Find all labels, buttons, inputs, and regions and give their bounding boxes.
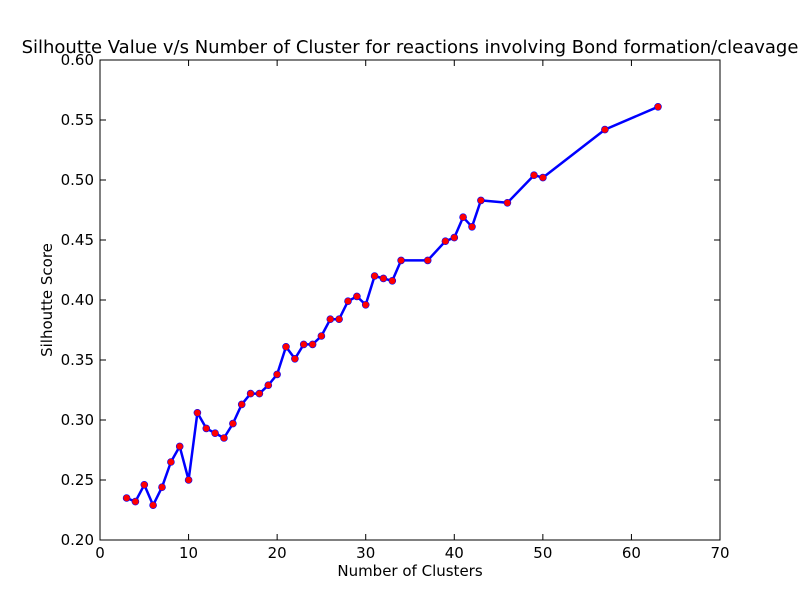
- chart-title: Silhoutte Value v/s Number of Cluster fo…: [22, 37, 799, 58]
- data-point: [317, 332, 326, 340]
- data-point: [459, 213, 467, 221]
- data-point: [149, 501, 157, 510]
- data-point: [264, 381, 273, 390]
- data-point: [423, 256, 432, 265]
- data-point: [388, 276, 397, 285]
- x-tick-label: 60: [622, 544, 641, 562]
- data-point: [441, 237, 450, 245]
- data-point: [335, 315, 343, 324]
- data-point: [361, 300, 370, 309]
- data-point: [299, 340, 308, 349]
- plot-area: [99, 59, 721, 541]
- data-point: [397, 256, 405, 265]
- data-point: [175, 442, 184, 451]
- data-point: [539, 173, 547, 182]
- data-point: [140, 480, 149, 489]
- data-point: [246, 389, 255, 398]
- data-point: [229, 419, 237, 428]
- data-point: [237, 400, 246, 409]
- y-tick-label: 0.50: [61, 171, 94, 189]
- data-point: [158, 483, 166, 492]
- data-point: [220, 434, 228, 442]
- data-point: [167, 458, 175, 466]
- data-point: [255, 389, 264, 398]
- x-tick-label: 40: [445, 544, 464, 562]
- data-point: [477, 196, 485, 205]
- data-point: [530, 171, 538, 179]
- data-point: [450, 233, 459, 242]
- data-point: [202, 424, 211, 433]
- data-point: [353, 292, 361, 301]
- data-point: [291, 354, 299, 363]
- data-point: [308, 340, 317, 349]
- y-tick-label: 0.25: [61, 471, 94, 489]
- data-point: [211, 429, 219, 438]
- y-tick-label: 0.55: [61, 111, 94, 129]
- data-point: [193, 408, 202, 417]
- data-point: [344, 297, 352, 306]
- data-point: [273, 370, 281, 379]
- x-tick-label: 20: [268, 544, 287, 562]
- x-tick-label: 50: [533, 544, 552, 562]
- data-point: [370, 272, 379, 280]
- y-axis-ticks: 0.20 0.25 0.30 0.35 0.40 0.45 0.50 0.55 0.60: [61, 51, 720, 549]
- data-point: [326, 315, 335, 324]
- x-tick-label: 10: [179, 544, 198, 562]
- plot-frame: [99, 59, 721, 541]
- data-point: [282, 342, 290, 351]
- data-point: [131, 497, 140, 506]
- x-tick-label: 30: [356, 544, 375, 562]
- data-point: [654, 103, 662, 111]
- y-tick-label: 0.30: [61, 411, 94, 429]
- x-tick-label: 0: [95, 544, 105, 562]
- x-axis-ticks: 0 10 20 30 40 50 60 70: [95, 60, 730, 562]
- x-tick-label: 70: [710, 544, 729, 562]
- data-point: [468, 223, 476, 231]
- x-axis-label: Number of Clusters: [337, 562, 482, 580]
- y-tick-label: 0.60: [61, 51, 94, 69]
- y-tick-label: 0.20: [61, 531, 94, 549]
- y-tick-label: 0.40: [61, 291, 94, 309]
- series-line: [126, 105, 659, 507]
- data-point: [503, 199, 512, 207]
- data-point: [379, 274, 388, 283]
- data-point: [122, 494, 131, 502]
- y-tick-label: 0.45: [61, 231, 94, 249]
- y-tick-label: 0.35: [61, 351, 94, 369]
- data-point: [601, 125, 609, 134]
- y-axis-label: Silhoutte Score: [38, 243, 56, 357]
- data-point: [184, 476, 193, 484]
